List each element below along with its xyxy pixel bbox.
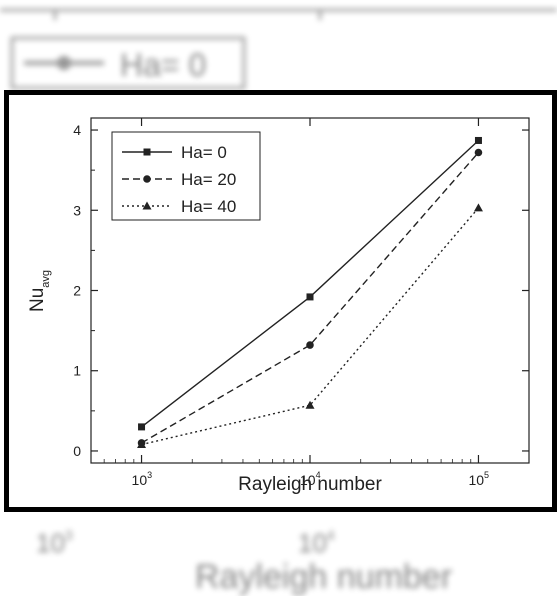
bg-legend-label: Ha= 0 — [120, 47, 206, 83]
legend-label-0: Ha= 0 — [181, 143, 227, 162]
x-tick-label: 105 — [468, 470, 489, 488]
x-tick-label: 104 — [300, 470, 321, 488]
legend: Ha= 0 Ha= 20 Ha= 40 — [111, 131, 261, 221]
series-line-2 — [141, 207, 479, 446]
data-point-s1-1 — [306, 341, 314, 349]
series-line-1 — [141, 152, 479, 444]
data-point-s0-2 — [474, 136, 482, 144]
y-tick-label: 3 — [73, 202, 81, 218]
y-axis: 0 1 2 3 4 — [73, 122, 529, 459]
svg-text:104: 104 — [298, 527, 335, 558]
data-point-s1-2 — [474, 148, 483, 157]
y-tick-label: 0 — [73, 443, 81, 459]
legend-marker-0 — [143, 148, 151, 156]
data-point-s0-0 — [138, 423, 146, 431]
series-layer — [137, 136, 483, 449]
data-point-s0-1 — [306, 293, 314, 301]
bg-legend-marker — [57, 56, 71, 70]
legend-box — [111, 131, 261, 221]
svg-text:103: 103 — [36, 527, 73, 558]
svg-text:Nuavg: Nuavg — [27, 270, 52, 312]
bg-tick-label-1: 104 — [298, 527, 335, 558]
y-tick-label: 4 — [73, 122, 81, 138]
x-axis-label: Rayleigh number — [238, 474, 382, 495]
bg-tick-label-0: 103 — [36, 527, 73, 558]
data-point-s2-0 — [137, 440, 147, 449]
x-tick-label: 103 — [132, 470, 153, 488]
data-point-s2-2 — [473, 203, 483, 212]
nusselt-chart: 0 1 2 3 4 103 104 105 Ha= 0 Ha= 20 Ha= 40 Raylei… — [27, 117, 530, 495]
chart-frame: 0 1 2 3 4 103 104 105 Ha= 0 Ha= 20 Ha= 40 Raylei… — [4, 90, 557, 512]
legend-marker-2 — [142, 201, 152, 210]
bg-legend-box — [10, 36, 246, 90]
y-tick-label: 1 — [73, 363, 81, 379]
data-point-s2-1 — [305, 400, 315, 409]
legend-label-1: Ha= 20 — [181, 170, 236, 189]
legend-label-2: Ha= 40 — [181, 197, 236, 216]
legend-marker-1 — [143, 175, 151, 183]
y-tick-label: 2 — [73, 283, 81, 299]
x-axis: 103 104 105 — [103, 118, 489, 488]
y-axis-label: Nuavg — [27, 270, 52, 312]
bg-xlabel: Rayleigh number — [195, 558, 452, 596]
